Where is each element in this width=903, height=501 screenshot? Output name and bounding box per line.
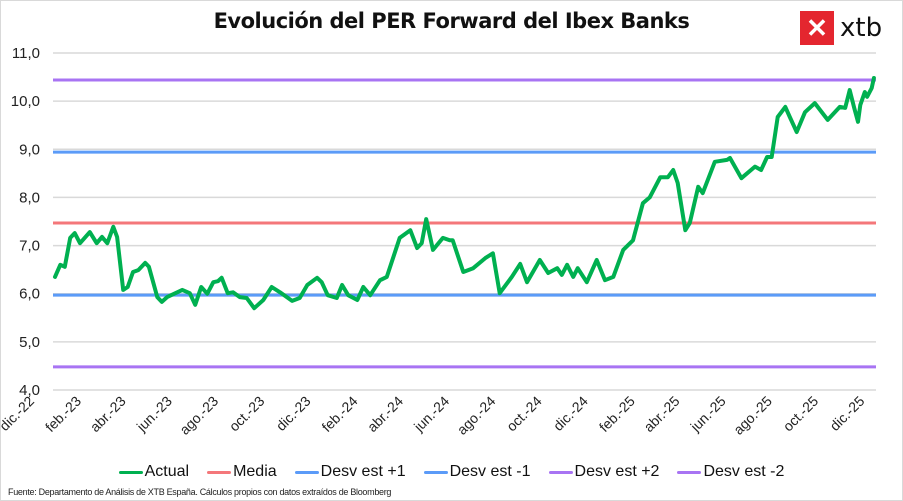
legend-item: Desv est +1 (294, 463, 406, 481)
y-tick-label: 10,0 (11, 93, 40, 110)
y-tick-label: 6,0 (19, 286, 40, 303)
x-tick-label: dic.-24 (550, 393, 591, 434)
x-tick-label: oct.-24 (503, 393, 545, 435)
x-tick-label: oct.-23 (226, 393, 268, 435)
x-tick-label: jun.-24 (410, 393, 452, 435)
y-tick-label: 9,0 (19, 141, 40, 158)
x-tick-label: oct.-25 (780, 393, 822, 435)
x-tick-label: feb.-25 (596, 393, 638, 435)
x-tick-label: abr.-23 (87, 393, 129, 435)
x-tick-label: dic.-25 (826, 393, 867, 434)
x-tick-label: jun.-25 (687, 393, 729, 435)
legend-swatch (294, 470, 319, 474)
legend-item: Desv est -2 (677, 463, 784, 481)
y-tick-label: 8,0 (19, 189, 40, 206)
x-tick-label: ago.-24 (454, 393, 499, 438)
y-tick-label: 4,0 (19, 382, 40, 399)
y-tick-label: 11,0 (12, 45, 40, 62)
legend-label: Media (233, 463, 277, 480)
legend-item: Desv est +2 (548, 463, 660, 481)
x-tick-label: feb.-23 (42, 393, 84, 435)
logo-text: xtb (840, 13, 883, 43)
x-tick-label: jun.-23 (133, 393, 175, 435)
chart-title: Evolución del PER Forward del Ibex Banks (213, 9, 690, 33)
legend-swatch (677, 470, 702, 474)
legend-item: Media (207, 463, 277, 481)
x-tick-label: ago.-23 (176, 393, 221, 438)
series-line-actual (53, 76, 876, 311)
legend-label: Desv est -1 (449, 463, 531, 480)
y-tick-label: 7,0 (19, 238, 40, 255)
y-tick-label: 5,0 (19, 334, 40, 351)
x-tick-label: dic.-23 (273, 393, 314, 434)
x-tick-label: abr.-24 (364, 393, 406, 435)
legend-item: Desv est -1 (423, 463, 531, 481)
legend-swatch (423, 470, 448, 474)
legend-label: Desv est +2 (574, 463, 660, 480)
xtb-x-icon: ✕ (800, 11, 834, 45)
legend-swatch (207, 470, 232, 474)
legend-swatch (118, 470, 143, 474)
x-tick-label: ago.-25 (730, 393, 775, 438)
x-tick-label: abr.-25 (640, 393, 682, 435)
legend-label: Desv est -2 (703, 463, 785, 480)
legend-swatch (548, 470, 573, 474)
xtb-logo: ✕ xtb (800, 11, 882, 45)
legend-item: Actual (118, 463, 190, 481)
source-footer: Fuente: Departamento de Análisis de XTB … (8, 487, 392, 497)
legend: Actual Media Desv est +1 Desv est -1 Desv es… (0, 463, 903, 481)
legend-label: Actual (144, 463, 190, 480)
x-tick-label: feb.-24 (318, 393, 360, 435)
legend-label: Desv est +1 (320, 463, 406, 480)
x-tick-label: dic.-22 (0, 393, 37, 434)
